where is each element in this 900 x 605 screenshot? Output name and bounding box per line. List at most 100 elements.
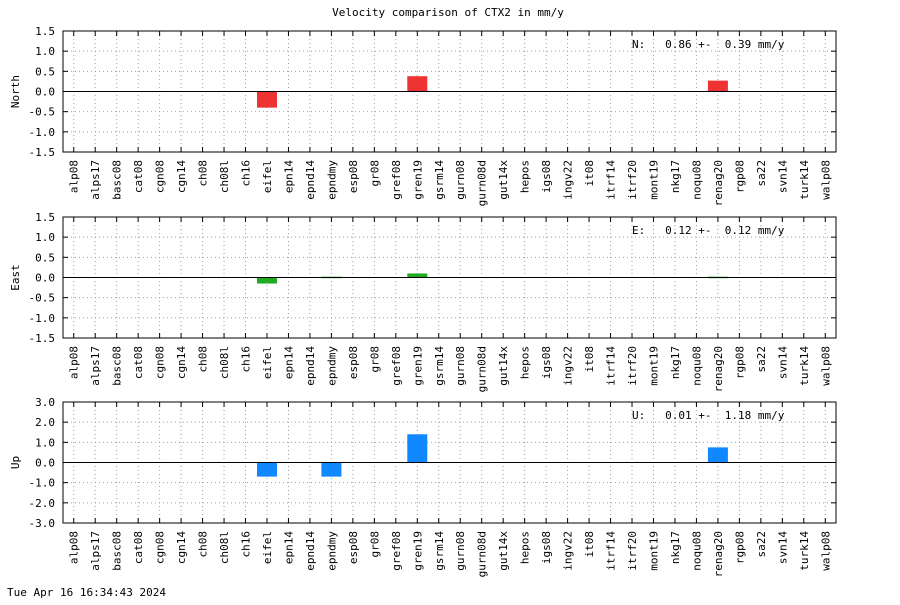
x-tick-label-itrf14: itrf14 (605, 531, 618, 571)
x-tick-label-esp08: esp08 (347, 346, 360, 379)
x-tick-label-noqu08: noqu08 (690, 160, 703, 200)
x-tick-label-noqu08: noqu08 (690, 346, 703, 386)
x-tick-label-cgn08: cgn08 (154, 346, 167, 379)
y-tick-label: 0.0 (35, 272, 55, 285)
y-tick-label: -1.5 (29, 332, 56, 345)
x-tick-label-cgn14: cgn14 (175, 531, 188, 564)
x-tick-label-it08: it08 (583, 346, 596, 373)
y-tick-label: 0.5 (35, 65, 55, 78)
bar-gren19 (407, 434, 428, 463)
x-tick-label-esp08: esp08 (347, 160, 360, 193)
x-tick-label-gren19: gren19 (411, 160, 424, 200)
x-tick-label-nkg17: nkg17 (669, 160, 682, 193)
x-tick-label-gref08: gref08 (390, 160, 403, 200)
x-tick-label-cat08: cat08 (132, 531, 145, 564)
y-tick-label: 2.0 (35, 416, 55, 429)
x-tick-label-ch16: ch16 (240, 346, 253, 373)
x-tick-label-walp08: walp08 (819, 531, 832, 571)
x-tick-label-gren19: gren19 (411, 346, 424, 386)
x-tick-label-turk14: turk14 (798, 346, 811, 386)
x-tick-label-cat08: cat08 (132, 160, 145, 193)
y-tick-label: -1.0 (29, 126, 56, 139)
x-tick-label-ch08l: ch08l (218, 531, 231, 564)
x-tick-label-epnd14: epnd14 (304, 346, 317, 386)
x-tick-label-epnd14: epnd14 (304, 160, 317, 200)
x-tick-label-igs08: igs08 (540, 346, 553, 379)
y-tick-label: 1.0 (35, 436, 55, 449)
x-tick-label-walp08: walp08 (819, 346, 832, 386)
x-tick-label-gurn08d: gurn08d (476, 531, 489, 577)
y-tick-label: 1.5 (35, 25, 55, 38)
stat-annotation: E: 0.12 +- 0.12 mm/y (632, 224, 785, 237)
x-tick-label-epn14: epn14 (282, 531, 295, 564)
y-tick-label: 0.0 (35, 86, 55, 99)
x-tick-label-gr08: gr08 (368, 346, 381, 373)
x-tick-label-itrf20: itrf20 (626, 531, 639, 571)
x-tick-label-ch16: ch16 (240, 160, 253, 187)
x-tick-label-mont19: mont19 (647, 160, 660, 200)
x-tick-label-ch16: ch16 (240, 531, 253, 558)
x-tick-label-alps17: alps17 (89, 346, 102, 386)
x-tick-label-cat08: cat08 (132, 346, 145, 379)
x-tick-label-svn14: svn14 (776, 531, 789, 564)
y-tick-label: 3.0 (35, 396, 55, 409)
x-tick-label-epndmy: epndmy (325, 160, 338, 200)
x-tick-label-basc08: basc08 (111, 346, 124, 386)
x-tick-label-eifel: eifel (261, 160, 274, 193)
x-tick-label-cgn14: cgn14 (175, 160, 188, 193)
x-tick-label-turk14: turk14 (798, 160, 811, 200)
y-axis-label: North (9, 75, 22, 108)
x-tick-label-ch08l: ch08l (218, 160, 231, 193)
x-tick-label-svn14: svn14 (776, 160, 789, 193)
x-tick-label-renag20: renag20 (712, 531, 725, 577)
x-tick-label-nkg17: nkg17 (669, 531, 682, 564)
x-tick-label-epndmy: epndmy (325, 346, 338, 386)
bar-eifel (256, 277, 277, 284)
x-tick-label-epnd14: epnd14 (304, 531, 317, 571)
x-tick-label-gren19: gren19 (411, 531, 424, 571)
bar-gren19 (407, 273, 428, 278)
x-tick-label-gsrm14: gsrm14 (433, 346, 446, 386)
x-tick-label-nkg17: nkg17 (669, 346, 682, 379)
x-tick-label-gr08: gr08 (368, 160, 381, 187)
x-tick-label-igs08: igs08 (540, 160, 553, 193)
stat-annotation: N: 0.86 +- 0.39 mm/y (632, 38, 785, 51)
x-tick-label-igs08: igs08 (540, 531, 553, 564)
x-tick-label-gurn08: gurn08 (454, 531, 467, 571)
x-tick-label-mont19: mont19 (647, 346, 660, 386)
panel-east: 1.5 1.0 0.5 0.0 -0.5 -1.0 -1.5 alp08 alps17 basc0… (9, 211, 837, 392)
x-tick-label-rgp08: rgp08 (733, 346, 746, 379)
x-tick-label-hepos: hepos (519, 531, 532, 564)
y-tick-label: -2.0 (29, 497, 56, 510)
x-tick-label-alps17: alps17 (89, 160, 102, 200)
x-tick-label-gut14x: gut14x (497, 160, 510, 200)
x-tick-label-sa22: sa22 (755, 346, 768, 373)
panel-up: 3.0 2.0 1.0 0.0 -1.0 -2.0 -3.0 alp08 alps17 basc0… (9, 396, 837, 577)
x-tick-label-epndmy: epndmy (325, 531, 338, 571)
x-tick-label-gut14x: gut14x (497, 346, 510, 386)
x-tick-label-cgn08: cgn08 (154, 531, 167, 564)
y-tick-label: -0.5 (29, 292, 56, 305)
chart-title: Velocity comparison of CTX2 in mm/y (332, 6, 564, 19)
y-tick-label: -0.5 (29, 106, 56, 119)
x-tick-label-ch08: ch08 (197, 160, 210, 187)
x-tick-label-hepos: hepos (519, 346, 532, 379)
x-tick-label-epn14: epn14 (282, 160, 295, 193)
bar-gren19 (407, 76, 428, 92)
x-tick-label-cgn14: cgn14 (175, 346, 188, 379)
y-tick-label: 0.0 (35, 457, 55, 470)
x-tick-label-gsrm14: gsrm14 (433, 531, 446, 571)
x-tick-label-eifel: eifel (261, 346, 274, 379)
x-tick-label-gurn08d: gurn08d (476, 160, 489, 206)
y-axis-label: Up (9, 456, 22, 469)
x-tick-label-eifel: eifel (261, 531, 274, 564)
x-tick-label-itrf20: itrf20 (626, 346, 639, 386)
y-axis-label: East (9, 264, 22, 291)
footer-timestamp: Tue Apr 16 16:34:43 2024 (7, 586, 166, 599)
x-tick-label-itrf14: itrf14 (605, 160, 618, 200)
y-tick-label: 1.0 (35, 231, 55, 244)
x-tick-label-renag20: renag20 (712, 346, 725, 392)
x-tick-label-it08: it08 (583, 160, 596, 187)
x-tick-label-ingv22: ingv22 (562, 346, 575, 386)
